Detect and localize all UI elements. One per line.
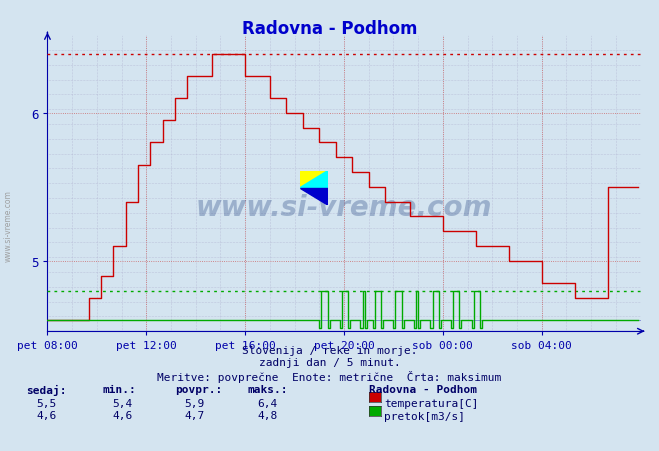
Text: zadnji dan / 5 minut.: zadnji dan / 5 minut. [258, 358, 401, 368]
Text: Slovenija / reke in morje.: Slovenija / reke in morje. [242, 345, 417, 355]
Text: maks.:: maks.: [247, 384, 287, 394]
Text: temperatura[C]: temperatura[C] [384, 398, 478, 408]
Text: 4,6: 4,6 [36, 410, 57, 420]
Text: Radovna - Podhom: Radovna - Podhom [369, 384, 477, 394]
Polygon shape [300, 189, 328, 205]
Polygon shape [300, 171, 328, 189]
Text: min.:: min.: [102, 384, 136, 394]
Text: 5,5: 5,5 [36, 398, 57, 408]
Text: povpr.:: povpr.: [175, 384, 222, 394]
Text: pretok[m3/s]: pretok[m3/s] [384, 411, 465, 421]
Text: www.si-vreme.com: www.si-vreme.com [3, 189, 13, 262]
Polygon shape [300, 171, 328, 189]
Text: 5,4: 5,4 [112, 398, 132, 408]
Text: 4,7: 4,7 [185, 410, 205, 420]
Text: 6,4: 6,4 [257, 398, 277, 408]
Text: Meritve: povprečne  Enote: metrične  Črta: maksimum: Meritve: povprečne Enote: metrične Črta:… [158, 370, 501, 382]
Text: Radovna - Podhom: Radovna - Podhom [242, 20, 417, 38]
Text: www.si-vreme.com: www.si-vreme.com [196, 193, 492, 221]
Text: 5,9: 5,9 [185, 398, 205, 408]
Text: 4,6: 4,6 [112, 410, 132, 420]
Text: 4,8: 4,8 [257, 410, 277, 420]
Text: sedaj:: sedaj: [26, 384, 67, 395]
